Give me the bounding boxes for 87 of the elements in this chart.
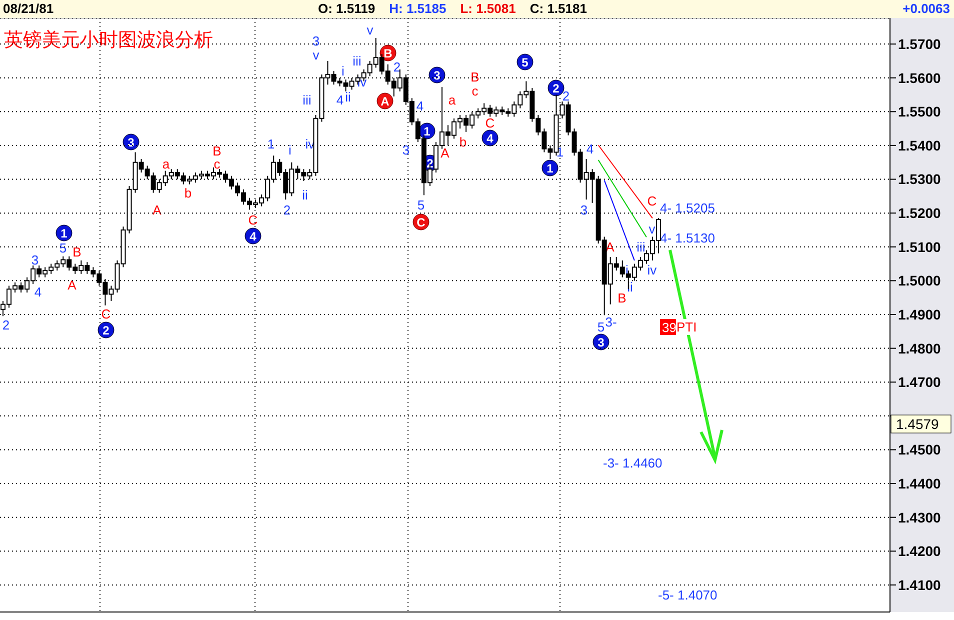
annotation: b xyxy=(184,186,192,200)
y-tick-label: 1.4500 xyxy=(898,442,942,458)
y-tick-label: 1.4100 xyxy=(898,576,942,593)
y-tick-label: 1.5000 xyxy=(898,272,942,289)
text: 1.4579 xyxy=(896,416,940,432)
annotation: 1 xyxy=(424,124,431,138)
text: O: 1.5119 xyxy=(318,1,376,16)
annotation: 4 xyxy=(416,98,424,114)
annotation: 4 xyxy=(586,142,594,156)
y-tick-label: 1.5700 xyxy=(898,36,942,52)
annotation: 4 xyxy=(250,230,257,244)
annotation: 4- 1.5130 xyxy=(660,230,715,246)
annotation: B xyxy=(470,70,480,84)
annotation: A xyxy=(68,278,77,292)
annotation: B xyxy=(72,244,82,260)
text: H: 1.5185 xyxy=(389,1,446,16)
y-tick-label: 1.5100 xyxy=(898,238,942,255)
annotation: 5 xyxy=(522,56,529,70)
text: C: 1.5181 xyxy=(530,1,587,16)
y-tick-label: 1.4700 xyxy=(898,374,942,390)
annotation: 4 xyxy=(34,284,42,300)
annotation: A xyxy=(152,202,162,218)
annotation: A xyxy=(440,146,450,160)
annotation: B xyxy=(212,144,222,158)
annotation: a xyxy=(162,156,170,172)
annotation: B xyxy=(618,290,626,306)
annotation: 2 xyxy=(562,88,570,104)
y-tick-label: 1.4400 xyxy=(898,476,942,492)
annotation: iv xyxy=(647,262,658,278)
annotation: v xyxy=(312,48,320,62)
annotation: v xyxy=(648,222,656,236)
annotation: 2 xyxy=(393,60,401,74)
annotation: v xyxy=(366,22,374,38)
annotation: B xyxy=(384,46,393,60)
annotation: 2 xyxy=(426,156,434,170)
y-tick-label: 1.5600 xyxy=(898,70,942,86)
text: 英镑美元小时图波浪分析 xyxy=(4,29,213,51)
annotation: 4- 1.5205 xyxy=(660,200,715,216)
annotation: i xyxy=(288,142,292,158)
y-tick-label: 1.4200 xyxy=(898,543,942,560)
annotation: 5 xyxy=(59,240,67,256)
annotation: 1 xyxy=(60,226,68,240)
annotation: 1 xyxy=(267,136,275,152)
annotation: 1 xyxy=(546,162,554,176)
annotation: A xyxy=(380,94,390,108)
annotation: 3 xyxy=(31,252,39,268)
text: L: 1.5081 xyxy=(460,1,516,16)
annotation: 2 xyxy=(552,82,560,96)
annotation: ii xyxy=(302,188,308,202)
y-tick-label: 1.5500 xyxy=(898,104,942,120)
y-tick-label: 1.5300 xyxy=(898,171,942,188)
annotation: 4 xyxy=(486,132,494,146)
annotation: iii xyxy=(352,54,362,68)
annotation: 3 xyxy=(580,202,588,218)
annotation: C xyxy=(647,194,657,208)
annotation: iii xyxy=(302,92,312,108)
annotation: 3 xyxy=(402,142,410,158)
annotation: i xyxy=(342,64,345,78)
annotation: c xyxy=(214,156,221,172)
y-tick-label: 1.5200 xyxy=(898,205,942,222)
annotation: -5- 1.4070 xyxy=(658,588,718,602)
annotation: ii xyxy=(345,90,351,104)
annotation: C xyxy=(248,212,258,228)
annotation: -3- 1.4460 xyxy=(603,456,662,470)
text: +0.0063 xyxy=(902,1,950,16)
annotation: 5 xyxy=(417,198,425,212)
annotation: 5 xyxy=(597,320,605,334)
y-tick-label: 1.4900 xyxy=(898,306,942,322)
y-tick-label: 1.5400 xyxy=(898,137,942,154)
annotation: 2 xyxy=(102,324,110,338)
annotation: C xyxy=(485,116,495,130)
annotation: C xyxy=(416,216,426,230)
annotation: 3 xyxy=(598,336,605,350)
annotation: c xyxy=(472,84,479,98)
y-tick-label: 1.4800 xyxy=(898,340,942,356)
annotation: 3 xyxy=(434,68,441,82)
annotation: iii xyxy=(636,240,646,254)
annotation: a xyxy=(448,92,456,108)
annotation: 2 xyxy=(283,202,291,218)
annotation: C xyxy=(101,306,111,322)
annotation: 4 xyxy=(336,92,344,108)
text: 08/21/81 xyxy=(3,1,54,16)
annotation: 3- xyxy=(605,314,617,330)
annotation: 2 xyxy=(2,318,10,332)
y-tick-label: 1.4300 xyxy=(898,509,942,526)
annotation: 3 xyxy=(312,34,320,48)
annotation: 39PTI xyxy=(662,320,697,334)
